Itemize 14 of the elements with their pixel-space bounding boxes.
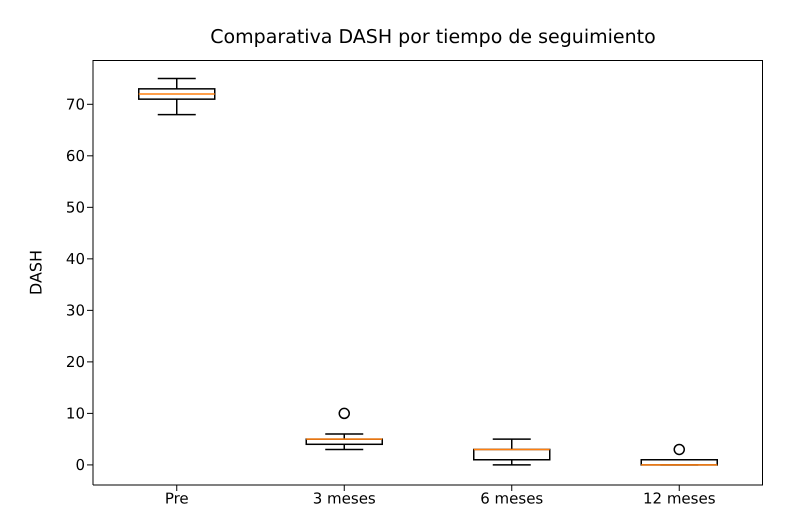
y-tick-label: 20 xyxy=(66,353,85,372)
y-tick-label: 50 xyxy=(66,198,85,217)
y-tick-label: 70 xyxy=(66,96,85,114)
x-tick-label: Pre xyxy=(164,490,189,508)
y-tick-label: 60 xyxy=(66,147,85,166)
x-tick-label: 6 meses xyxy=(480,490,544,508)
y-tick-label: 0 xyxy=(75,456,85,474)
y-tick-label: 30 xyxy=(66,302,85,320)
y-tick-label: 40 xyxy=(66,250,85,268)
x-tick-label: 3 meses xyxy=(312,490,376,508)
x-tick-label: 12 meses xyxy=(642,490,716,508)
y-axis-title: DASH xyxy=(26,250,46,296)
y-tick-label: 10 xyxy=(66,404,85,423)
chart-title: Comparativa DASH por tiempo de seguimiento xyxy=(209,26,657,48)
